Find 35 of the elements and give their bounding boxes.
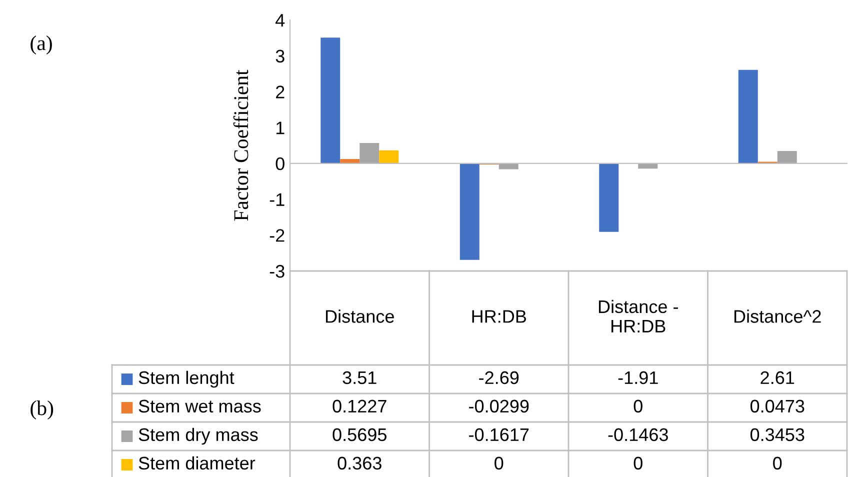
data-label: 0.0473 bbox=[750, 400, 804, 413]
y-tick-label: 1 bbox=[276, 122, 284, 134]
data-label: 0.363 bbox=[338, 456, 382, 470]
x-tick-label: HR:DB bbox=[472, 310, 526, 323]
data-label: -1.91 bbox=[618, 371, 658, 384]
y-tick-label: 3 bbox=[276, 50, 284, 63]
data-label: 2.61 bbox=[760, 371, 794, 384]
data-label: 0 bbox=[634, 456, 642, 470]
data-label: 0 bbox=[773, 456, 782, 470]
data-label: -0.1617 bbox=[469, 428, 529, 442]
x-tick-label: Distance - HR:DB bbox=[598, 300, 678, 332]
y-tick-label: -1 bbox=[270, 193, 284, 206]
legend-label: Stem wet mass bbox=[138, 400, 261, 413]
y-tick-label: -2 bbox=[270, 229, 284, 242]
data-label: 0 bbox=[634, 400, 642, 413]
data-label: 0.1227 bbox=[332, 400, 386, 413]
legend-label: Stem dry mass bbox=[138, 428, 258, 445]
data-label: 0.3453 bbox=[750, 428, 804, 442]
data-label: 3.51 bbox=[342, 371, 376, 384]
data-label: -2.69 bbox=[479, 371, 519, 384]
data-label: 0 bbox=[494, 456, 504, 470]
y-tick-label: 2 bbox=[276, 86, 284, 98]
y-tick-label: 4 bbox=[276, 14, 285, 27]
y-tick-label: -3 bbox=[270, 264, 284, 278]
legend-label: Stem lenght bbox=[138, 370, 234, 388]
legend-label: Stem diameter bbox=[138, 456, 256, 470]
data-label: -0.0299 bbox=[469, 400, 529, 413]
text: (a) bbox=[30, 36, 52, 54]
x-tick-label: Distance bbox=[326, 310, 394, 323]
data-label: 0.5695 bbox=[332, 428, 386, 442]
x-tick-label: Distance^2 bbox=[734, 310, 821, 323]
y-tick-label: 0 bbox=[276, 157, 284, 170]
y-axis-title: Factor Coefficient bbox=[233, 70, 248, 221]
data-label: -0.1463 bbox=[608, 428, 668, 442]
text: (b) bbox=[30, 400, 54, 420]
